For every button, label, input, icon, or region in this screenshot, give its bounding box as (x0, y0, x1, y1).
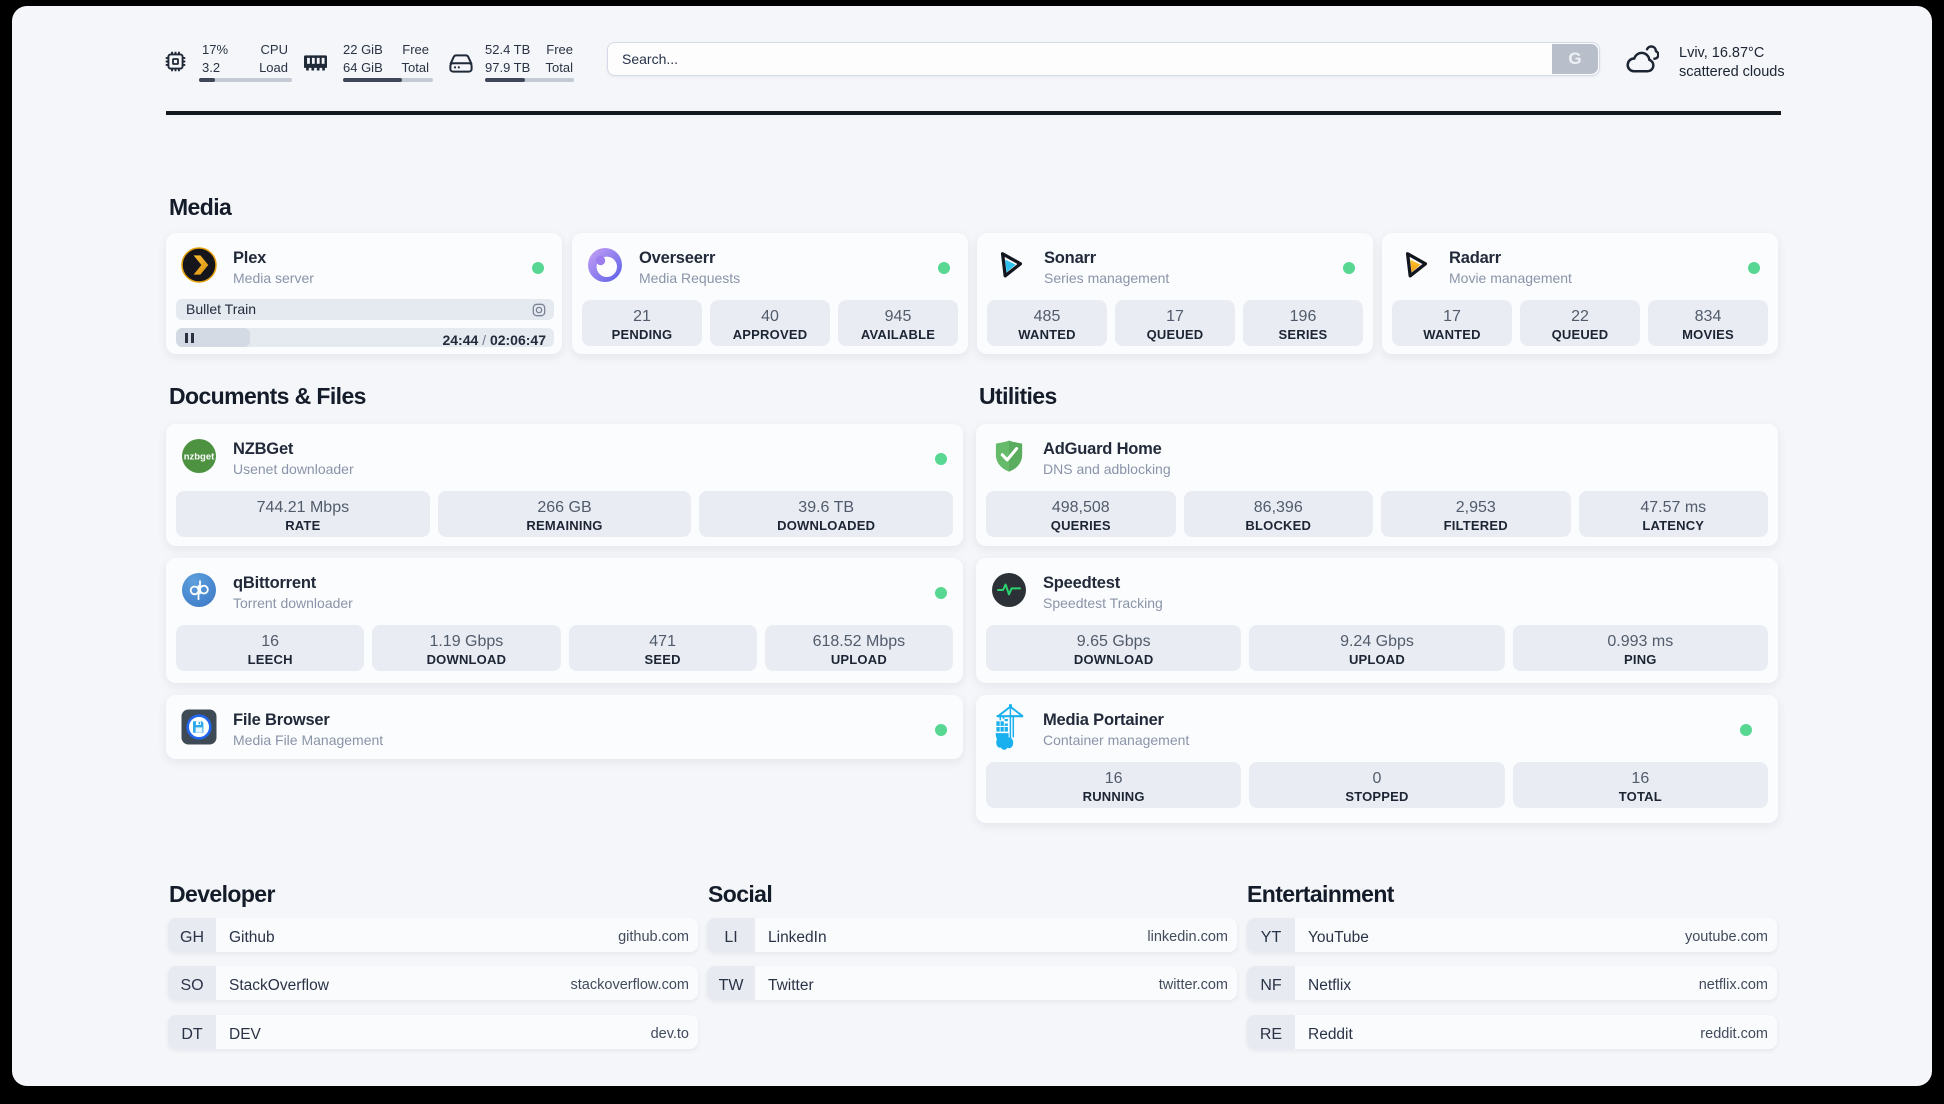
svg-text:nzbget: nzbget (184, 452, 215, 463)
